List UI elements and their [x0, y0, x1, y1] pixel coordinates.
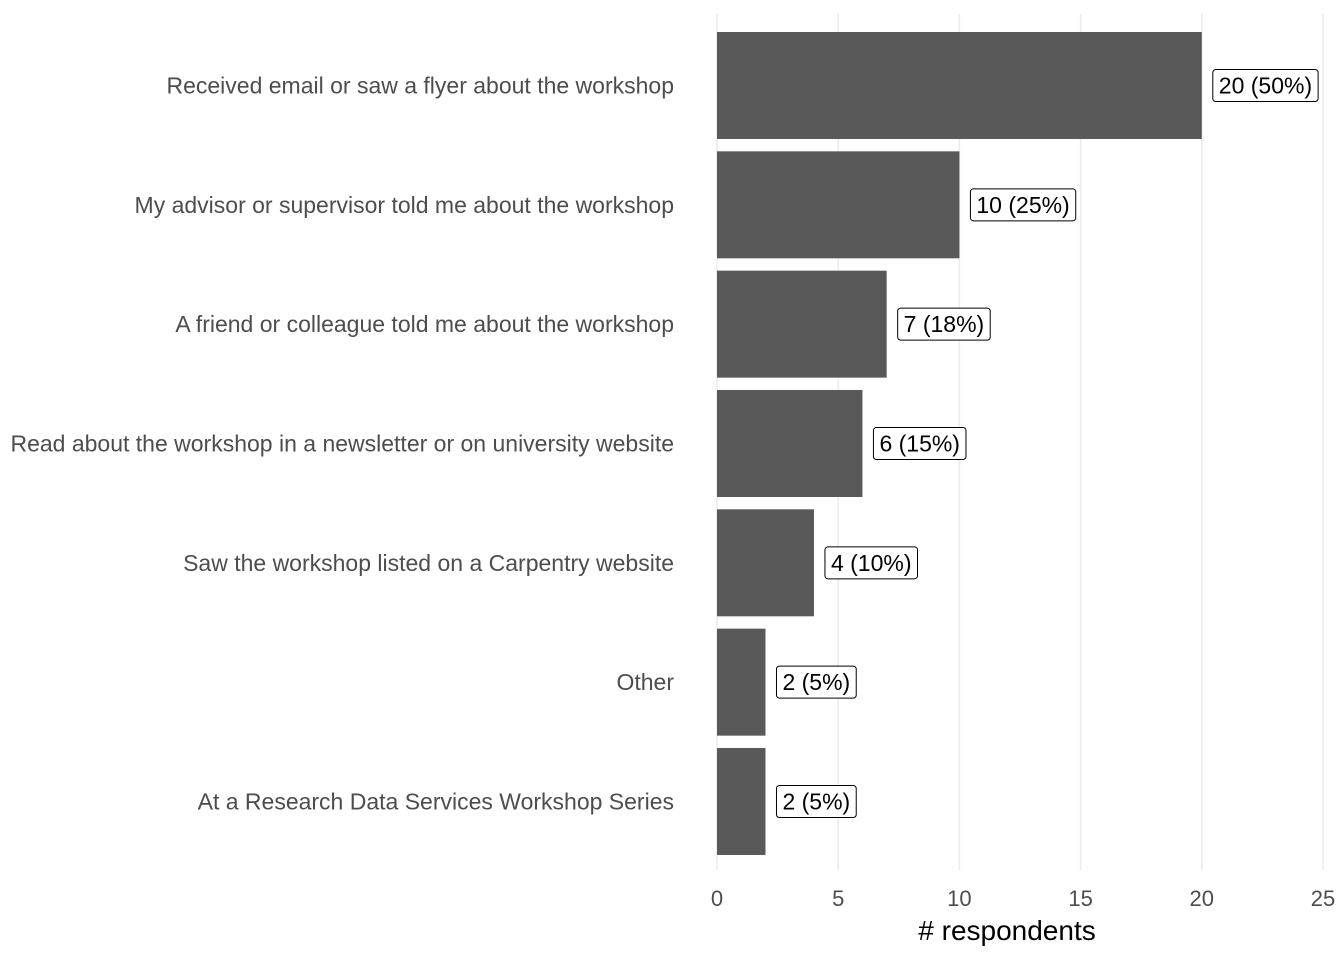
data-label: 20 (50%) [1212, 69, 1319, 102]
category-label: A friend or colleague told me about the … [175, 311, 674, 337]
data-label: 2 (5%) [775, 665, 857, 699]
bar [717, 509, 814, 617]
data-label: 7 (18%) [897, 307, 991, 341]
data-labels: 20 (50%) 10 (25%) 7 (18%) 6 (15%) 4 (10%) 2 (… [775, 69, 1319, 818]
x-axis-title: # respondents [918, 915, 1095, 946]
data-label-text: 10 (25%) [976, 192, 1069, 218]
data-label-text: 2 (5%) [782, 788, 850, 814]
category-label: Received email or saw a flyer about the … [166, 73, 674, 99]
data-label: 2 (5%) [775, 784, 857, 818]
x-tick-label: 15 [1068, 886, 1092, 911]
data-label-box [872, 426, 967, 460]
data-label-text: 2 (5%) [782, 669, 850, 695]
category-labels: Received email or saw a flyer about the … [10, 73, 674, 815]
bars [717, 32, 1202, 855]
bar [717, 747, 766, 855]
category-label: Saw the workshop listed on a Carpentry w… [183, 550, 674, 576]
x-tick-label: 20 [1190, 886, 1214, 911]
data-label: 10 (25%) [969, 188, 1077, 222]
bar [717, 628, 766, 736]
bar [717, 389, 863, 497]
data-label-box [1212, 69, 1319, 102]
data-label-box [897, 307, 991, 341]
data-label: 6 (15%) [872, 426, 967, 460]
x-tick-labels: 0 5 10 15 20 25 [711, 886, 1335, 911]
data-label-box [775, 784, 857, 818]
category-label: My advisor or supervisor told me about t… [135, 192, 674, 218]
data-label-text: 4 (10%) [831, 550, 912, 576]
data-label: 4 (10%) [824, 546, 919, 580]
data-label-box [969, 188, 1077, 222]
category-label: Read about the workshop in a newsletter … [10, 430, 674, 456]
category-label: At a Research Data Services Workshop Ser… [198, 788, 674, 814]
bar [717, 270, 887, 378]
data-label-text: 20 (50%) [1219, 73, 1312, 99]
bar [717, 151, 960, 259]
bar [717, 32, 1202, 139]
data-label-box [775, 665, 857, 699]
x-tick-label: 0 [711, 886, 723, 911]
x-tick-label: 25 [1311, 886, 1335, 911]
x-tick-label: 10 [947, 886, 971, 911]
data-label-text: 7 (18%) [904, 311, 985, 337]
category-label: Other [616, 669, 674, 695]
data-label-box [824, 546, 919, 580]
data-label-text: 6 (15%) [879, 430, 960, 456]
x-tick-label: 5 [832, 886, 844, 911]
